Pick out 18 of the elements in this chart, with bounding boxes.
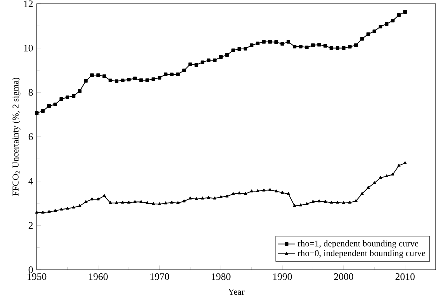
x-tick-label: 1990 bbox=[273, 274, 292, 280]
y-tick-label: 6 bbox=[28, 134, 34, 140]
y-tick-label: 8 bbox=[28, 89, 34, 96]
x-tick-label: 1960 bbox=[89, 274, 108, 280]
x-tick-label: 2000 bbox=[334, 274, 354, 280]
x-tick-label: 1980 bbox=[212, 274, 231, 280]
x-tick-label: 2010 bbox=[396, 274, 415, 280]
x-tick-label: 1950 bbox=[28, 274, 47, 280]
y-tick-label: 0 bbox=[28, 266, 34, 274]
y-tick-label: 12 bbox=[24, 0, 33, 8]
x-axis-title: Year bbox=[228, 289, 245, 296]
y-axis-title: FFCO$_{2}$ Uncertainty (%, 2 sigma) bbox=[12, 78, 21, 196]
legend-label: rho=1, dependent bounding curve bbox=[298, 240, 419, 249]
y-tick-label: 10 bbox=[24, 44, 34, 52]
y-tick-label: 4 bbox=[28, 178, 34, 185]
x-tick-label: 1970 bbox=[150, 274, 170, 280]
legend-label: rho=0, independent bounding curve bbox=[298, 250, 426, 258]
y-tick-label: 2 bbox=[28, 222, 33, 229]
